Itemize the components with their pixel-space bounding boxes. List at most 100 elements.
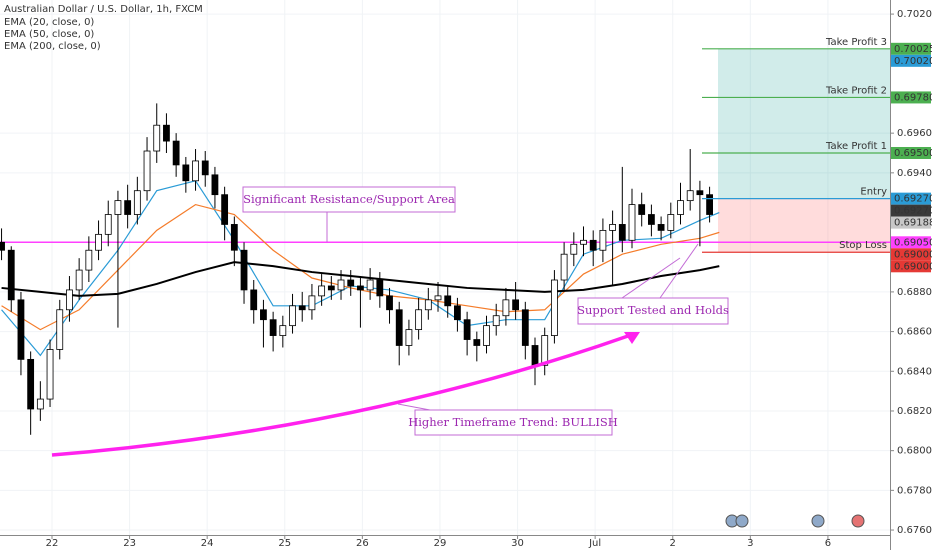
candle-body [260,309,267,321]
price-label-bg [891,192,931,205]
x-tick-label: 25 [278,538,291,549]
candle-body [502,299,510,317]
callout-box [414,409,613,436]
candle-body [589,239,597,251]
callout-pointer [397,403,431,411]
candle-body [114,200,122,215]
event-icon[interactable] [735,514,749,528]
x-tick-label: Jul [588,538,601,549]
price-label-bg [891,260,931,273]
candle-body [580,239,587,245]
annotation: Significant Resistance/Support Area [243,192,455,206]
candle-body [618,224,626,241]
price-label: 0.69270 [894,206,932,217]
plot [0,103,890,435]
price-label-bg [891,248,931,261]
price-label-bg [891,216,931,229]
candle-body [609,224,617,231]
candle-body [308,295,316,311]
candle-body [570,243,578,255]
candle-body [647,214,655,225]
position-boxes [718,48,890,253]
candle-body [628,204,636,241]
chart-title: Australian Dollar / U.S. Dollar, 1h, FXC… [4,4,203,15]
candle-body [56,309,64,350]
candle-body [454,305,461,321]
candle-body [46,349,54,400]
candle-body [599,229,607,251]
candle-body [560,253,568,281]
annotation: Higher Timeframe Trend: BULLISH [408,415,618,429]
candle-body [347,279,355,287]
price-label: 0.69500 [894,148,932,159]
candle-body [541,335,549,366]
candle-body [269,319,277,336]
price-label: 0.69780 [894,92,932,103]
x-tick-label: 23 [123,538,136,549]
price-label-bg [891,54,931,67]
time-axis [0,535,890,550]
candle-body [357,285,364,291]
price-label: 0.69188 [894,218,932,229]
candle-body [337,279,345,291]
price-label: 0.69000 [894,261,932,272]
trend-arrow [51,334,629,457]
candle-body [463,319,471,340]
candle-body [473,339,481,346]
price-label-bg [891,91,931,104]
x-tick-label: 26 [356,538,369,549]
candle-body [521,309,529,346]
legend-entry: EMA (200, close, 0) [4,41,101,52]
candle-body [638,204,646,215]
candle-body [395,309,403,346]
x-tick-label: 6 [825,538,831,549]
callout-pointer [621,257,681,299]
candle-body [492,315,500,327]
profit-zone [718,48,890,199]
price-label-bg [891,42,931,55]
price-label: 0.69000 [894,249,932,260]
level-label: Take Profit 1 [825,141,887,152]
price-label: 0.69270 [894,194,932,205]
candle-body [551,279,558,336]
candle-body [512,299,520,311]
event-icon[interactable] [851,514,865,528]
candle-body [201,160,209,176]
candle-body [17,299,25,360]
level-label: Take Profit 3 [825,37,887,48]
callout-box [242,186,456,213]
candle-body [405,329,413,346]
x-tick-label: 3 [747,538,753,549]
candle-body [85,249,93,271]
y-tick-label: 0.67600 [897,525,932,536]
price-label: 0.70020 [894,56,932,67]
overlays: Take Profit 3 Take Profit 2 Take Profit 1 E… [702,37,890,253]
candle-body [66,289,73,311]
candle-body [211,174,219,196]
price-label: 0.69050 [894,237,932,248]
candle-body [677,200,684,215]
legend-entry: EMA (20, close, 0) [4,17,94,28]
loss-zone [718,198,890,253]
candle-body [657,224,665,231]
candle-body [696,190,704,196]
candle-body [192,160,199,182]
candle-body [75,269,83,291]
candle-body [182,164,190,182]
candle-body [163,124,170,142]
candle-body [289,305,296,327]
price-label-bg [891,236,931,249]
event-icon[interactable] [811,514,825,528]
x-tick-label: 22 [46,538,59,549]
price-label-bg [891,146,931,159]
candle-body [104,214,112,235]
price-label-bg [891,204,931,217]
